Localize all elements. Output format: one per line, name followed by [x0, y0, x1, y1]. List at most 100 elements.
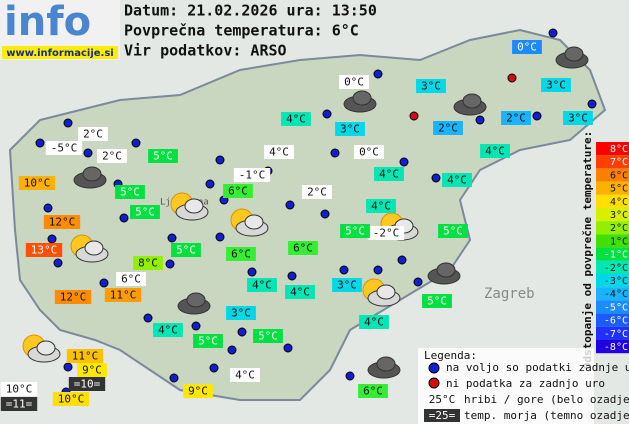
- station-label-bg: [366, 199, 396, 213]
- cloud: [186, 292, 206, 308]
- station-dot: [320, 209, 330, 219]
- station-label: 11°C: [72, 350, 99, 363]
- station-label: 0°C: [517, 41, 537, 54]
- station-label-bg: [354, 145, 384, 159]
- station-dot: [397, 255, 407, 265]
- station-dot: [143, 313, 153, 323]
- station-label: 4°C: [235, 369, 255, 382]
- station-label-bg: [171, 243, 201, 257]
- logo-url: www.informacije.si: [6, 48, 114, 59]
- station-label-bg: [512, 40, 542, 54]
- station-dot: [345, 371, 355, 381]
- station-dot: [53, 258, 63, 268]
- station-label-bg: [422, 294, 452, 308]
- station-dot: [431, 173, 441, 183]
- station-dots: [35, 28, 597, 397]
- station-label: 2°C: [438, 122, 458, 135]
- legend-sea-text: temp. morja (temno ozadje): [464, 409, 629, 422]
- scale-swatch: [596, 274, 629, 288]
- color-scale: 8°C 7°C 6°C 5°C 4°C 3°C 2°C 1°C -1°C -2°C -3°C -4°C…: [596, 142, 629, 354]
- station-label: 5°C: [176, 244, 196, 257]
- legend-hill-bg: [424, 393, 460, 406]
- station-label-bg: [0, 397, 38, 411]
- scale-swatch: [596, 194, 629, 208]
- station-label: 4°C: [447, 174, 467, 187]
- logo-url-bg: [2, 46, 118, 59]
- station-label-bg: [416, 79, 446, 93]
- station-dot: [205, 179, 215, 189]
- scale-label: -7°C: [604, 329, 628, 340]
- station-label: 4°C: [269, 146, 289, 159]
- station-label: 5°C: [198, 335, 218, 348]
- station-label: 2°C: [102, 150, 122, 163]
- legend-hill-text: hribi / gore (belo ozadje): [464, 393, 629, 406]
- legend-sea-sample: =25=: [429, 409, 456, 422]
- station-dot: [63, 118, 73, 128]
- station-dot: [83, 148, 93, 158]
- station-dot: [287, 271, 297, 281]
- station-label-bg: [264, 145, 294, 159]
- station-dot: [409, 111, 419, 121]
- station-label-bg: [68, 377, 106, 391]
- station-label-bg: [233, 168, 271, 182]
- station-label: 4°C: [485, 145, 505, 158]
- station-label: 6°C: [231, 248, 251, 261]
- cloud: [436, 262, 456, 278]
- scale-swatch: [596, 287, 629, 301]
- station-dot: [399, 157, 409, 167]
- station-label-bg: [359, 315, 389, 329]
- date-line: Datum: 21.02.2026 ura: 13:50: [124, 2, 377, 20]
- station-label: 3°C: [231, 307, 251, 320]
- scale-swatch: [596, 326, 629, 340]
- station-dot: [339, 265, 349, 275]
- station-label-bg: [130, 205, 160, 219]
- station-dot: [373, 69, 383, 79]
- cloud: [82, 166, 102, 182]
- station-label-bg: [541, 78, 571, 92]
- station-label: 6°C: [293, 242, 313, 255]
- station-label-bg: [77, 363, 107, 377]
- station-label-bg: [358, 384, 388, 398]
- scale-swatch: [596, 247, 629, 261]
- station-label-bg: [43, 215, 81, 229]
- scale-swatch: [596, 234, 629, 248]
- scale-swatch: [596, 181, 629, 195]
- station-label-bg: [438, 224, 468, 238]
- station-label: 9°C: [82, 364, 102, 377]
- station-label-bg: [281, 112, 311, 126]
- scale-label: 6°C: [610, 170, 628, 181]
- station-label-bg: [433, 121, 463, 135]
- station-label-bg: [302, 185, 332, 199]
- legend-hill-sample: 25°C: [429, 393, 456, 406]
- scale-label: -5°C: [604, 302, 628, 313]
- station-label-bg: [480, 144, 510, 158]
- station-label: -5°C: [51, 142, 78, 155]
- legend-dot-blue: [428, 362, 440, 374]
- station-dot: [47, 234, 57, 244]
- station-label-bg: [332, 278, 362, 292]
- station-label: 12°C: [49, 216, 76, 229]
- station-dot: [587, 99, 597, 109]
- scale-swatch: [596, 340, 629, 354]
- station-dot: [373, 265, 383, 275]
- station-label: 4°C: [158, 324, 178, 337]
- station-label: 2°C: [83, 128, 103, 141]
- station-dot: [475, 115, 485, 125]
- station-label: 2°C: [307, 186, 327, 199]
- station-dot: [131, 138, 141, 148]
- station-label: 3°C: [421, 80, 441, 93]
- cloud: [352, 90, 372, 106]
- station-label-bg: [193, 334, 223, 348]
- station-label: 10°C: [24, 177, 51, 190]
- station-label-bg: [230, 368, 260, 382]
- logo-title: info: [4, 0, 91, 45]
- station-label: 11°C: [110, 289, 137, 302]
- station-dot: [548, 28, 558, 38]
- scale-title: Odstopanje od povprečne temperature:: [581, 131, 594, 369]
- station-dot: [43, 203, 53, 213]
- station-dot: [63, 362, 73, 372]
- scale-label: -4°C: [604, 289, 628, 300]
- station-label: 3°C: [337, 279, 357, 292]
- station-dot: [215, 155, 225, 165]
- scale-label: 7°C: [610, 157, 628, 168]
